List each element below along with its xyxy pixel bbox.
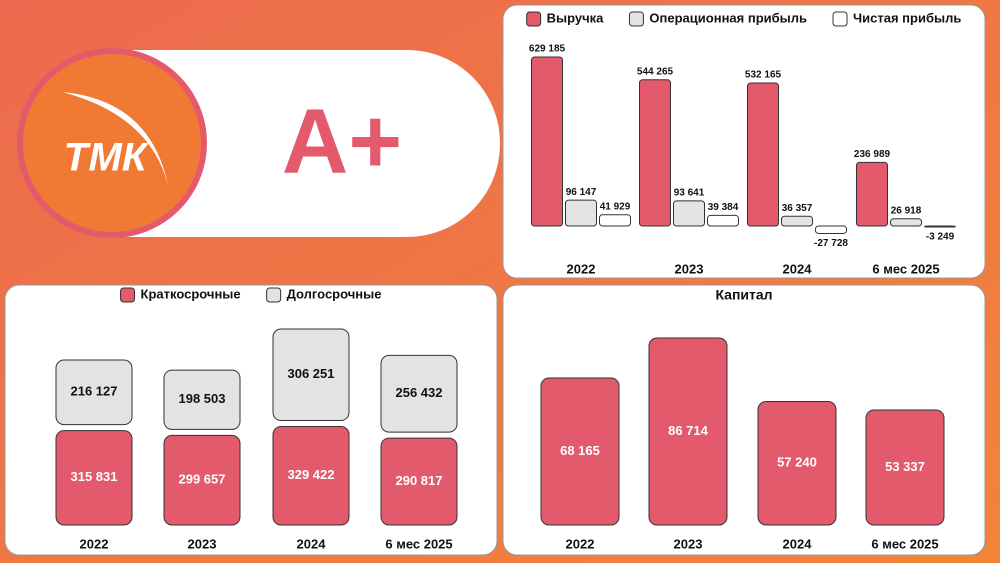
value-label: 236 989 [854, 149, 891, 160]
value-label: 290 817 [396, 473, 443, 488]
chart-title: Капитал [715, 287, 772, 303]
x-tick-label: 2022 [80, 536, 109, 551]
legend-label: Выручка [547, 10, 605, 25]
bar [747, 82, 779, 227]
x-tick-label: 2024 [783, 536, 813, 551]
value-label: 68 165 [560, 443, 600, 458]
bar [599, 214, 631, 227]
bar [890, 218, 922, 227]
value-label: 306 251 [288, 366, 335, 381]
x-tick-label: 2024 [783, 261, 813, 276]
value-label: 39 384 [708, 202, 739, 213]
bar [757, 401, 837, 526]
value-label: 544 265 [637, 66, 674, 77]
value-label: 256 432 [396, 385, 443, 400]
x-tick-label: 2024 [297, 536, 327, 551]
logo-arc [62, 92, 168, 185]
legend-label: Долгосрочные [287, 286, 382, 301]
value-label: 36 357 [782, 203, 813, 214]
x-tick-label: 2023 [188, 536, 217, 551]
value-label: 26 918 [891, 205, 922, 216]
x-tick-label: 6 мес 2025 [385, 536, 452, 551]
rating: A+ [282, 90, 402, 192]
panel [502, 4, 986, 279]
value-label: 198 503 [179, 391, 226, 406]
value-label: 315 831 [71, 469, 118, 484]
value-label: 86 714 [668, 423, 709, 438]
bar-segment [380, 354, 458, 433]
bar-segment [55, 430, 133, 526]
x-tick-label: 6 мес 2025 [871, 536, 938, 551]
bar [531, 56, 563, 227]
logo-text: ТМК [64, 136, 149, 180]
value-label: -27 728 [814, 238, 848, 249]
legend-marker [266, 287, 282, 303]
bar [781, 215, 813, 227]
bar [865, 409, 945, 526]
x-tick-label: 2023 [675, 261, 704, 276]
x-tick-label: 2022 [566, 536, 595, 551]
bar [707, 214, 739, 227]
bar [565, 199, 597, 227]
value-label: 96 147 [566, 187, 597, 198]
bar [639, 79, 671, 227]
legend-marker [832, 11, 848, 27]
legend-label: Операционная прибыль [649, 10, 807, 25]
bar [815, 225, 847, 234]
bar [856, 161, 888, 227]
value-label: 532 165 [745, 70, 782, 81]
value-label: 299 657 [179, 472, 226, 487]
logo-circle [17, 48, 207, 238]
value-label: 93 641 [674, 187, 705, 198]
bar [648, 337, 728, 526]
bar [540, 377, 620, 526]
bar-segment [55, 359, 133, 426]
legend-marker [628, 11, 644, 27]
bar-segment [272, 426, 350, 526]
legend-label: Краткосрочные [141, 286, 241, 301]
value-label: 41 929 [600, 201, 631, 212]
x-tick-label: 6 мес 2025 [872, 261, 939, 276]
value-label: 629 185 [529, 44, 566, 55]
bar-segment [272, 328, 350, 422]
legend-marker [526, 11, 542, 27]
bar-segment [380, 437, 458, 526]
value-label: 57 240 [777, 455, 817, 470]
legend-marker [120, 287, 136, 303]
x-tick-label: 2022 [567, 261, 596, 276]
panel [502, 284, 986, 556]
value-label: 216 127 [71, 384, 118, 399]
legend-label: Чистая прибыль [853, 10, 961, 25]
x-tick-label: 2023 [674, 536, 703, 551]
bar [673, 200, 705, 227]
value-label: -3 249 [926, 232, 955, 243]
bar-segment [163, 369, 241, 430]
value-label: 329 422 [288, 467, 335, 482]
value-label: 53 337 [885, 459, 925, 474]
bar [924, 225, 956, 228]
bar-segment [163, 434, 241, 526]
